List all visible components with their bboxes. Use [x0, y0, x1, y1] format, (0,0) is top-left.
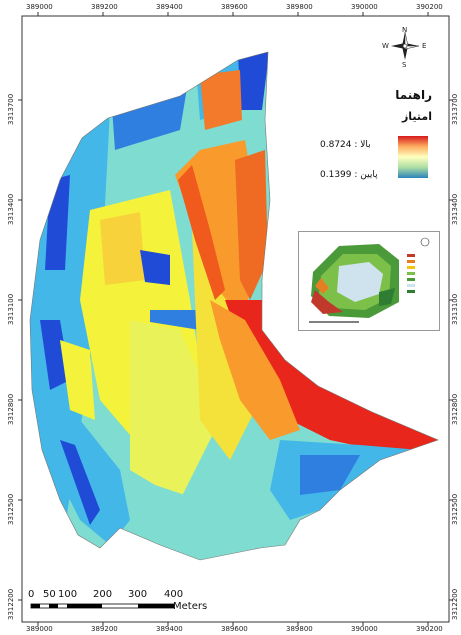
y-tick-label: 3312800 [451, 393, 459, 425]
legend-field-name: امتیاز [401, 110, 432, 123]
x-tick-label: 389000 [26, 3, 53, 11]
y-tick-label: 3313400 [451, 193, 459, 225]
scale-label: 300 [128, 589, 148, 600]
scale-label: 50 [43, 589, 56, 600]
scale-bar-labels: 0 50 100 200 300 400 [28, 589, 228, 601]
y-tick-label: 3313400 [7, 193, 15, 225]
y-tick-label: 3312200 [7, 588, 15, 620]
x-tick-label: 389600 [221, 625, 248, 633]
y-tick-label: 3312800 [7, 393, 15, 425]
y-tick-label: 3312200 [451, 588, 459, 620]
study-area-boundary [29, 51, 439, 561]
west-letter: W [382, 42, 389, 50]
scale-label: 0 [28, 589, 35, 600]
scale-label: 100 [58, 589, 78, 600]
y-tick-label: 3313700 [451, 93, 459, 125]
east-letter: E [422, 42, 427, 50]
legend-low-label: پایین : 0.1399 [320, 170, 378, 180]
y-tick-label: 3312500 [7, 493, 15, 525]
y-tick-label: 3313100 [7, 293, 15, 325]
x-tick-label: 389000 [26, 625, 53, 633]
inset-map-graphic [299, 232, 439, 330]
x-tick-label: 389600 [221, 3, 248, 11]
y-tick-label: 3313700 [7, 93, 15, 125]
legend-title: راهنما [395, 88, 432, 102]
inset-map [298, 231, 440, 331]
x-tick-label: 389400 [156, 625, 183, 633]
x-tick-label: 390000 [351, 3, 378, 11]
x-tick-label: 390200 [416, 3, 443, 11]
neatline [21, 15, 450, 623]
legend: راهنما امتیاز بالا : 0.8724 پایین : 0.13… [320, 88, 432, 198]
legend-color-ramp [398, 136, 428, 178]
scale-bar [30, 603, 175, 609]
x-tick-label: 389200 [91, 625, 118, 633]
y-tick-label: 3312500 [451, 493, 459, 525]
x-tick-label: 390000 [351, 625, 378, 633]
x-tick-label: 389200 [91, 3, 118, 11]
x-tick-label: 389800 [286, 625, 313, 633]
south-letter: S [402, 61, 407, 69]
x-tick-label: 389800 [286, 3, 313, 11]
x-tick-label: 390200 [416, 625, 443, 633]
tick-marks [18, 12, 453, 626]
scale-label: 200 [93, 589, 113, 600]
scale-unit-label: Meters [173, 601, 208, 612]
north-arrow-icon [391, 31, 420, 60]
y-tick-label: 3313100 [451, 293, 459, 325]
scale-label: 400 [164, 589, 184, 600]
legend-high-label: بالا : 0.8724 [320, 140, 371, 150]
north-letter: N [402, 26, 408, 34]
x-tick-label: 389400 [156, 3, 183, 11]
